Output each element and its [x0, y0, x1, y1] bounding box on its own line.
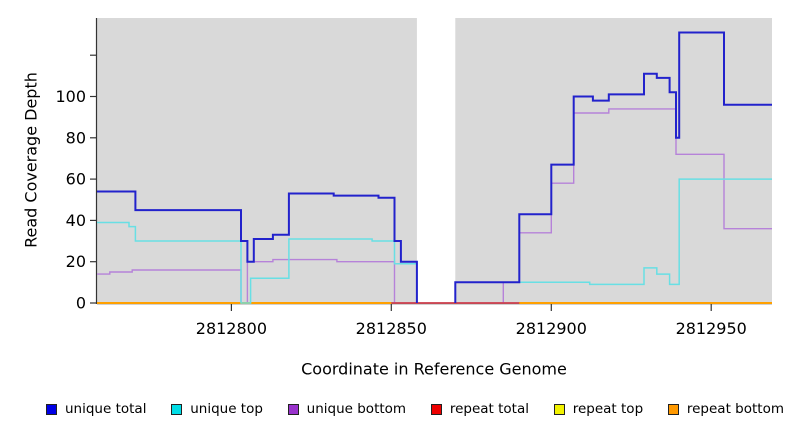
y-tick-label: 80 [66, 128, 86, 147]
x-tick-label: 2812850 [356, 319, 427, 338]
legend-swatch [171, 403, 183, 415]
legend-label: repeat bottom [686, 401, 784, 417]
series-unique-total [454, 31, 772, 303]
legend-item-repeat-bottom: repeat bottom [667, 401, 784, 417]
legend-label: repeat top [572, 401, 644, 417]
series-unique-top [454, 178, 772, 303]
x-tick-label: 2812900 [516, 319, 587, 338]
y-tick-label: 20 [66, 252, 86, 271]
legend-label: unique bottom [306, 401, 407, 417]
x-tick-label: 2812800 [196, 319, 267, 338]
legend-label: unique top [190, 401, 263, 417]
y-tick-label: 100 [55, 87, 86, 106]
y-tick-label: 40 [66, 211, 86, 230]
legend-swatch [553, 403, 565, 415]
y-axis-title: Read Coverage Depth [21, 72, 41, 248]
legend-item-unique-total: unique total [46, 401, 146, 417]
y-tick-label: 0 [76, 294, 86, 313]
legend-swatch [430, 403, 442, 415]
series-unique-top [97, 221, 418, 304]
legend-item-unique-top: unique top [171, 401, 263, 417]
x-tick-label: 2812950 [676, 319, 747, 338]
legend-swatch [287, 403, 299, 415]
x-axis-title: Coordinate in Reference Genome [301, 359, 567, 379]
legend-item-repeat-top: repeat top [553, 401, 644, 417]
y-tick-label: 60 [66, 170, 86, 189]
missing-data-band [416, 18, 456, 303]
legend-item-unique-bottom: unique bottom [287, 401, 407, 417]
legend-label: repeat total [449, 401, 529, 417]
chart-legend: unique total unique top unique bottom repea… [46, 401, 784, 417]
series-unique-total [97, 190, 418, 303]
legend-label: unique total [65, 401, 147, 417]
legend-swatch [667, 403, 679, 415]
legend-swatch [46, 403, 57, 415]
legend-item-repeat-total: repeat total [430, 401, 529, 417]
